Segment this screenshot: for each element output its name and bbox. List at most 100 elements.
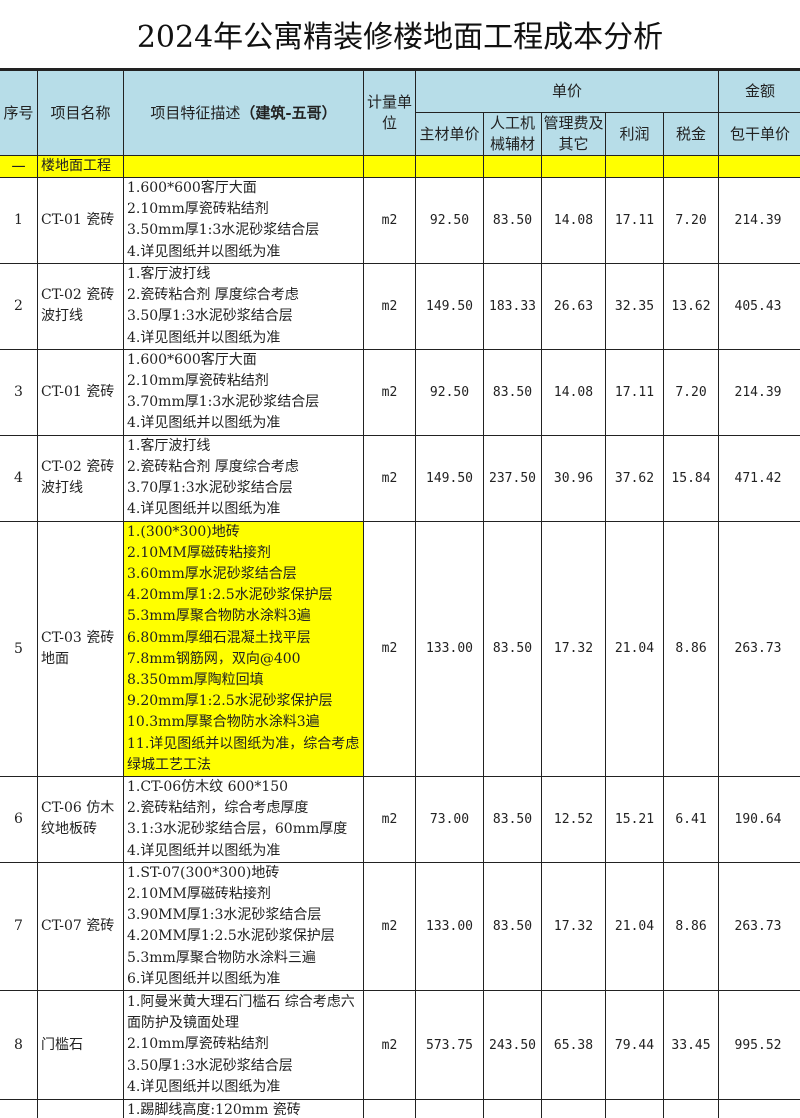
row-name: CT-02 瓷砖波打线: [37, 262, 124, 350]
row-seq: 1: [0, 177, 38, 264]
header-unit-price: 单价: [415, 70, 719, 113]
row-mgmt-fee: 14.08: [541, 348, 606, 436]
row-seq: 5: [0, 520, 38, 778]
row-profit: 32.35: [605, 262, 664, 350]
row-seq: 2: [0, 262, 38, 350]
row-profit: [605, 1099, 664, 1118]
row-total-price: 995.52: [718, 990, 800, 1101]
header-profit: 利润: [605, 112, 664, 156]
header-amount: 金额: [718, 70, 800, 113]
row-labor-price: 183.33: [483, 262, 542, 350]
row-seq: 3: [0, 348, 38, 436]
row-description: 1.600*600客厅大面 2.10mm厚瓷砖粘结剂 3.50mm厚1:3水泥砂…: [123, 177, 364, 264]
header-tax: 税金: [663, 112, 719, 156]
row-seq: 4: [0, 434, 38, 522]
row-description: 1.ST-07(300*300)地砖 2.10MM厚磁砖粘接剂 3.90MM厚1…: [123, 861, 364, 992]
row-labor-price: 83.50: [483, 861, 542, 992]
cost-table: 序号 项目名称 项目特征描述（建筑-五哥） 计量单位 单价 金额 主材单价 人工…: [0, 70, 800, 1118]
row-material-price: 573.75: [415, 990, 484, 1101]
row-tax: 6.41: [663, 776, 719, 863]
row-material-price: 73.00: [415, 776, 484, 863]
row-description: 1.阿曼米黄大理石门槛石 综合考虑六面防护及镜面处理 2.10mm厚瓷砖粘结剂 …: [123, 990, 364, 1101]
row-tax: [663, 1099, 719, 1118]
table-row: 7 CT-07 瓷砖 1.ST-07(300*300)地砖 2.10MM厚磁砖粘接剂…: [0, 861, 800, 992]
row-material-price: 133.00: [415, 520, 484, 778]
row-labor-price: 83.50: [483, 177, 542, 264]
row-tax: 8.86: [663, 520, 719, 778]
row-unit: m2: [363, 348, 416, 436]
row-seq: [0, 1099, 38, 1118]
section-row: 一 楼地面工程: [0, 155, 800, 178]
row-unit: [363, 1099, 416, 1118]
row-description: 1.(300*300)地砖 2.10MM厚磁砖粘接剂 3.60mm厚水泥砂浆结合…: [123, 520, 364, 778]
row-description: 1.600*600客厅大面 2.10mm厚瓷砖粘结剂 3.70mm厚1:3水泥砂…: [123, 348, 364, 436]
row-tax: 8.86: [663, 861, 719, 992]
header-name: 项目名称: [37, 70, 124, 156]
row-total-price: 263.73: [718, 861, 800, 992]
table-row: 2 CT-02 瓷砖波打线 1.客厅波打线 2.瓷砖粘合剂 厚度综合考虑 3.50厚…: [0, 262, 800, 350]
row-seq: 7: [0, 861, 38, 992]
row-mgmt-fee: [541, 1099, 606, 1118]
row-total-price: 405.43: [718, 262, 800, 350]
table-row: 1 CT-01 瓷砖 1.600*600客厅大面 2.10mm厚瓷砖粘结剂 3.50…: [0, 177, 800, 264]
row-name: CT-03 瓷砖地面: [37, 520, 124, 778]
row-profit: 21.04: [605, 861, 664, 992]
header-desc-author: （建筑-五哥）: [240, 103, 337, 122]
row-unit: m2: [363, 262, 416, 350]
row-material-price: 149.50: [415, 262, 484, 350]
row-seq: 6: [0, 776, 38, 863]
row-mgmt-fee: 65.38: [541, 990, 606, 1101]
row-material-price: 92.50: [415, 177, 484, 264]
row-profit: 79.44: [605, 990, 664, 1101]
row-tax: 33.45: [663, 990, 719, 1101]
row-mgmt-fee: 17.32: [541, 520, 606, 778]
row-unit: m2: [363, 434, 416, 522]
row-mgmt-fee: 30.96: [541, 434, 606, 522]
row-total-price: 263.73: [718, 520, 800, 778]
header-mgmt: 管理费及其它: [541, 112, 606, 156]
row-tax: 13.62: [663, 262, 719, 350]
row-tax: 7.20: [663, 177, 719, 264]
section-seq: 一: [0, 155, 38, 178]
row-profit: 17.11: [605, 348, 664, 436]
header-seq: 序号: [0, 70, 38, 156]
row-profit: 15.21: [605, 776, 664, 863]
header-desc: 项目特征描述（建筑-五哥）: [123, 70, 364, 156]
row-name: CT-07 瓷砖: [37, 861, 124, 992]
row-labor-price: 83.50: [483, 348, 542, 436]
row-name: CT-02 瓷砖波打线: [37, 434, 124, 522]
row-unit: m2: [363, 861, 416, 992]
row-labor-price: 243.50: [483, 990, 542, 1101]
row-total-price: [718, 1099, 800, 1118]
row-material-price: 133.00: [415, 861, 484, 992]
row-name: CT-01 瓷砖: [37, 177, 124, 264]
header-total: 包干单价: [718, 112, 800, 156]
row-description: 1.踢脚线高度:120mm 瓷砖: [123, 1099, 364, 1118]
row-name: CT-01 瓷砖: [37, 348, 124, 436]
row-description: 1.CT-06仿木纹 600*150 2.瓷砖粘结剂，综合考虑厚度 3.1:3水…: [123, 776, 364, 863]
row-labor-price: 237.50: [483, 434, 542, 522]
table-row: 1.踢脚线高度:120mm 瓷砖: [0, 1099, 800, 1118]
row-labor-price: 83.50: [483, 520, 542, 778]
row-labor-price: 83.50: [483, 776, 542, 863]
table-row: 8 门槛石 1.阿曼米黄大理石门槛石 综合考虑六面防护及镜面处理 2.10mm厚瓷砖…: [0, 990, 800, 1101]
row-name: 门槛石: [37, 990, 124, 1101]
table-row: 5 CT-03 瓷砖地面 1.(300*300)地砖 2.10MM厚磁砖粘接剂 3.…: [0, 520, 800, 778]
header-material: 主材单价: [415, 112, 484, 156]
row-tax: 15.84: [663, 434, 719, 522]
row-total-price: 214.39: [718, 348, 800, 436]
row-mgmt-fee: 17.32: [541, 861, 606, 992]
row-seq: 8: [0, 990, 38, 1101]
header-unit: 计量单位: [363, 70, 416, 156]
row-description: 1.客厅波打线 2.瓷砖粘合剂 厚度综合考虑 3.70厚1:3水泥砂浆结合层 4…: [123, 434, 364, 522]
row-description: 1.客厅波打线 2.瓷砖粘合剂 厚度综合考虑 3.50厚1:3水泥砂浆结合层 4…: [123, 262, 364, 350]
section-name: 楼地面工程: [37, 155, 124, 178]
row-material-price: [415, 1099, 484, 1118]
row-profit: 37.62: [605, 434, 664, 522]
row-material-price: 92.50: [415, 348, 484, 436]
row-total-price: 214.39: [718, 177, 800, 264]
header-labor: 人工机械辅材: [483, 112, 542, 156]
row-profit: 17.11: [605, 177, 664, 264]
row-name: CT-06 仿木纹地板砖: [37, 776, 124, 863]
